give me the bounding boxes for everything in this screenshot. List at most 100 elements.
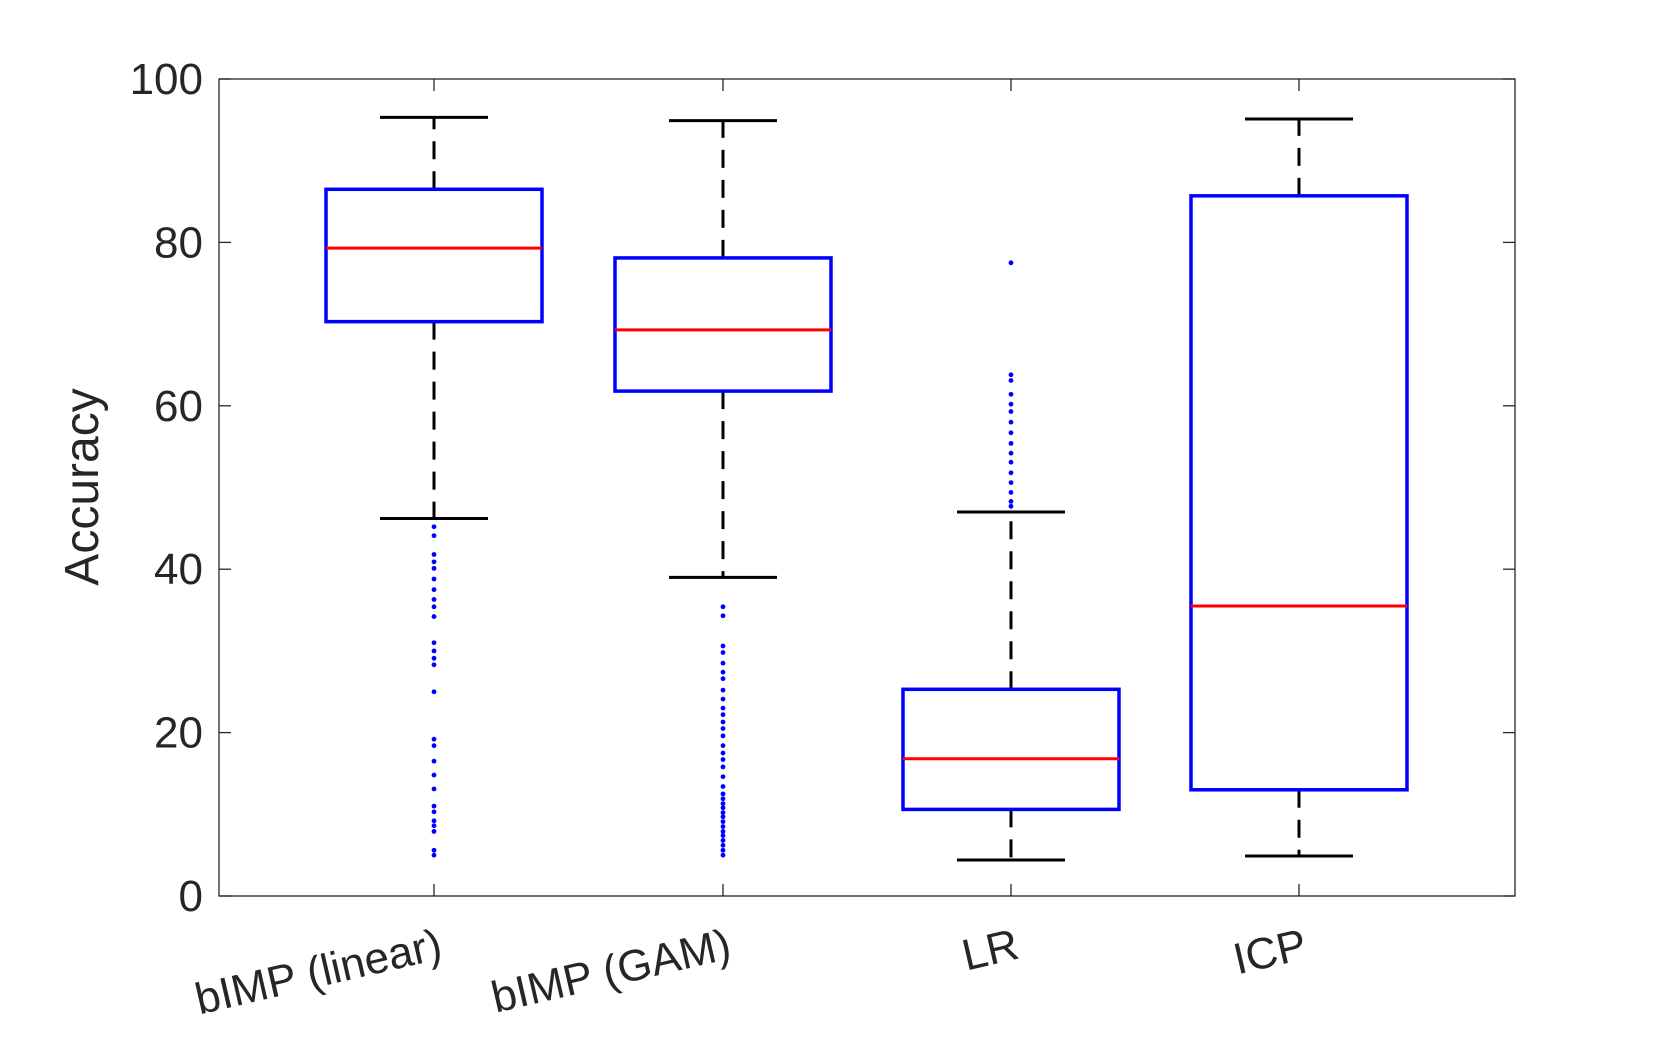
outlier-point [720, 784, 726, 789]
y-tick-label: 0 [179, 872, 203, 921]
outlier-point [431, 587, 437, 593]
outlier-point [1008, 459, 1014, 465]
outlier-point [1008, 401, 1014, 407]
outlier-point [720, 810, 726, 816]
outlier-point [720, 669, 726, 675]
plot-area-frame [218, 78, 1516, 897]
outlier-point [720, 726, 726, 731]
outlier-point [431, 662, 437, 668]
outlier-point [1008, 450, 1014, 456]
outlier-point [431, 597, 437, 602]
outlier-point [720, 660, 726, 666]
outlier-point [431, 823, 437, 829]
box-group [324, 79, 544, 896]
box-group [613, 79, 833, 896]
y-tick-label: 100 [130, 55, 203, 104]
outlier-point [431, 758, 437, 764]
y-tick-label: 60 [154, 382, 203, 431]
box-group [1189, 79, 1409, 896]
iqr-box [901, 687, 1121, 812]
outlier-point [720, 764, 726, 770]
outlier-point [720, 796, 726, 802]
outlier-point [720, 757, 726, 762]
outlier-point [431, 648, 437, 654]
outlier-point [720, 604, 726, 610]
outlier-point [431, 829, 437, 834]
outlier-point [720, 613, 726, 619]
outlier-point [720, 719, 726, 725]
outlier-point [431, 809, 437, 815]
outlier-point [720, 833, 726, 838]
outlier-point [1008, 490, 1014, 495]
outlier-point [431, 689, 437, 695]
x-axis-tick-labels: bIMP (linear) bIMP (GAM) LR ICP [191, 920, 1312, 1024]
outlier-point [431, 772, 437, 778]
outlier-point [720, 791, 726, 797]
outlier-point [431, 655, 437, 661]
outlier-point [1008, 498, 1014, 504]
outlier-point [720, 842, 726, 848]
outlier-point [431, 576, 437, 582]
outlier-point [431, 743, 437, 749]
outlier-point [1008, 430, 1014, 436]
outlier-point [720, 676, 726, 682]
outlier-point [1008, 260, 1014, 266]
outlier-point [431, 604, 437, 610]
y-axis-ticks: 0 20 40 60 80 100 [130, 55, 1515, 921]
outlier-point [1008, 372, 1014, 378]
iqr-box [1189, 194, 1409, 792]
outlier-point [1008, 470, 1014, 476]
outlier-point [720, 801, 726, 807]
y-tick-label: 40 [154, 545, 203, 594]
outlier-point [431, 614, 437, 619]
outlier-point [720, 814, 726, 820]
iqr-box [613, 256, 833, 393]
outlier-point [1008, 391, 1014, 397]
outlier-point [720, 696, 726, 702]
y-axis-title: Accuracy [56, 388, 109, 585]
outlier-point [720, 774, 726, 780]
y-tick-label: 20 [154, 709, 203, 758]
outlier-point [1008, 480, 1014, 485]
x-tick-label: bIMP (GAM) [487, 920, 735, 1023]
outlier-point [431, 736, 437, 742]
outlier-point [720, 733, 726, 739]
outlier-point [720, 650, 726, 655]
outlier-point [431, 565, 437, 571]
outlier-point [431, 640, 437, 646]
outlier-point [720, 705, 726, 711]
outlier-point [720, 847, 726, 853]
outlier-point [431, 818, 437, 824]
outlier-point [720, 819, 726, 825]
outlier-point [720, 805, 726, 811]
box-series [324, 79, 1409, 896]
x-tick-label: ICP [1229, 920, 1312, 984]
box-group [901, 79, 1121, 896]
outlier-point [1008, 409, 1014, 414]
outlier-point [431, 852, 437, 858]
outlier-point [720, 743, 726, 749]
outlier-point [720, 750, 726, 756]
outlier-point [1008, 503, 1014, 509]
outlier-point [720, 687, 726, 693]
outlier-point [1008, 378, 1014, 383]
outlier-point [720, 824, 726, 829]
outlier-point [431, 847, 437, 853]
outlier-point [431, 803, 437, 809]
outlier-point [431, 786, 437, 792]
outlier-point [720, 643, 726, 649]
x-tick-label: bIMP (linear) [191, 920, 447, 1024]
outlier-point [1008, 440, 1014, 446]
outlier-point [720, 852, 726, 858]
outlier-point [431, 552, 437, 557]
outlier-point [431, 559, 437, 565]
outlier-point [431, 533, 437, 539]
outlier-point [720, 838, 726, 843]
y-tick-label: 80 [154, 218, 203, 267]
iqr-box [324, 187, 544, 324]
outlier-point [1008, 419, 1014, 425]
outlier-point [720, 829, 726, 834]
outlier-point [720, 712, 726, 718]
x-tick-label: LR [957, 920, 1023, 980]
